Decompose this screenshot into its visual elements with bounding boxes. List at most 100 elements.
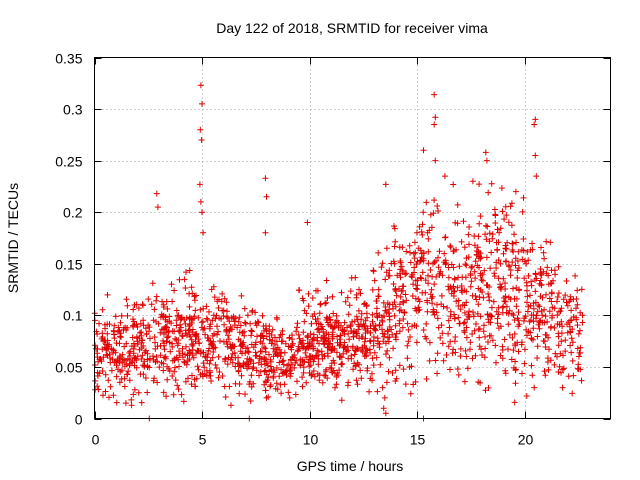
data-point xyxy=(381,394,388,401)
data-point xyxy=(391,312,398,319)
data-point xyxy=(442,234,449,241)
data-point xyxy=(469,331,476,337)
data-point xyxy=(246,378,253,385)
data-point xyxy=(392,238,399,245)
data-point xyxy=(545,334,552,341)
data-point xyxy=(154,358,161,365)
data-point xyxy=(382,276,389,283)
data-point xyxy=(512,255,519,262)
data-point xyxy=(213,365,220,372)
data-point xyxy=(434,315,441,322)
y-tick-label: 0.35 xyxy=(55,51,82,67)
data-point xyxy=(392,322,399,329)
data-point xyxy=(185,375,191,382)
data-point xyxy=(373,354,380,361)
data-point xyxy=(200,229,207,236)
data-point xyxy=(346,302,353,309)
data-point xyxy=(304,219,311,226)
data-point xyxy=(448,261,455,268)
data-point xyxy=(236,390,243,397)
data-point xyxy=(144,350,151,357)
data-point xyxy=(113,373,120,380)
data-point xyxy=(512,358,519,365)
data-point xyxy=(102,388,109,395)
data-point xyxy=(428,295,435,302)
data-point xyxy=(562,348,569,355)
data-point xyxy=(489,337,496,344)
data-point xyxy=(459,274,466,281)
data-point xyxy=(226,318,233,325)
data-point xyxy=(202,331,209,338)
data-point xyxy=(362,335,369,342)
data-point xyxy=(338,322,344,329)
data-point xyxy=(196,181,203,188)
data-point xyxy=(356,335,363,342)
data-point xyxy=(305,290,312,297)
data-point xyxy=(358,375,365,382)
data-point xyxy=(554,353,560,360)
data-point xyxy=(392,378,399,384)
data-point xyxy=(341,327,348,334)
data-point xyxy=(490,298,497,305)
data-point xyxy=(252,339,259,346)
data-point xyxy=(476,220,483,227)
data-point xyxy=(126,360,133,367)
data-point xyxy=(524,282,530,289)
data-point xyxy=(564,329,571,336)
data-point xyxy=(527,292,533,299)
data-point xyxy=(506,331,513,338)
data-point xyxy=(554,298,560,305)
data-point xyxy=(321,352,328,359)
data-point xyxy=(476,334,483,341)
data-point xyxy=(331,360,338,366)
data-point xyxy=(263,333,270,340)
data-point xyxy=(345,347,352,354)
data-point xyxy=(193,331,200,338)
data-point xyxy=(299,383,306,390)
data-point xyxy=(400,366,407,373)
data-point xyxy=(479,277,486,284)
data-point xyxy=(386,267,393,274)
data-point xyxy=(413,285,420,292)
data-point xyxy=(337,341,344,348)
data-point xyxy=(181,276,188,283)
data-point xyxy=(282,340,289,347)
data-point xyxy=(293,328,300,335)
data-point xyxy=(515,309,522,316)
data-point xyxy=(546,346,552,353)
data-point xyxy=(328,346,335,353)
data-point xyxy=(151,306,158,313)
data-point xyxy=(502,367,509,374)
data-point xyxy=(181,358,188,365)
data-point xyxy=(532,152,539,159)
data-point xyxy=(287,373,294,380)
data-point xyxy=(396,328,403,335)
data-point xyxy=(188,341,195,348)
data-point xyxy=(402,381,409,388)
data-point xyxy=(575,330,582,337)
data-point xyxy=(166,318,173,325)
data-point xyxy=(414,258,421,265)
data-point xyxy=(463,262,470,269)
data-point xyxy=(137,320,144,327)
data-point xyxy=(215,328,222,335)
data-point xyxy=(502,245,509,252)
data-point xyxy=(171,287,178,294)
data-point xyxy=(210,312,217,319)
data-point xyxy=(524,332,530,339)
data-point xyxy=(131,386,138,393)
data-point xyxy=(183,343,189,350)
data-point xyxy=(153,318,159,325)
chart-title: Day 122 of 2018, SRMTID for receiver vim… xyxy=(216,20,488,36)
data-point xyxy=(195,366,202,373)
data-point xyxy=(305,303,312,310)
data-point xyxy=(502,298,509,305)
data-point xyxy=(512,262,519,269)
data-point xyxy=(533,315,539,322)
data-point xyxy=(455,303,462,309)
data-point xyxy=(434,350,441,357)
data-point xyxy=(210,349,217,355)
data-point xyxy=(314,287,321,294)
data-point xyxy=(463,353,470,360)
data-point xyxy=(536,325,543,332)
